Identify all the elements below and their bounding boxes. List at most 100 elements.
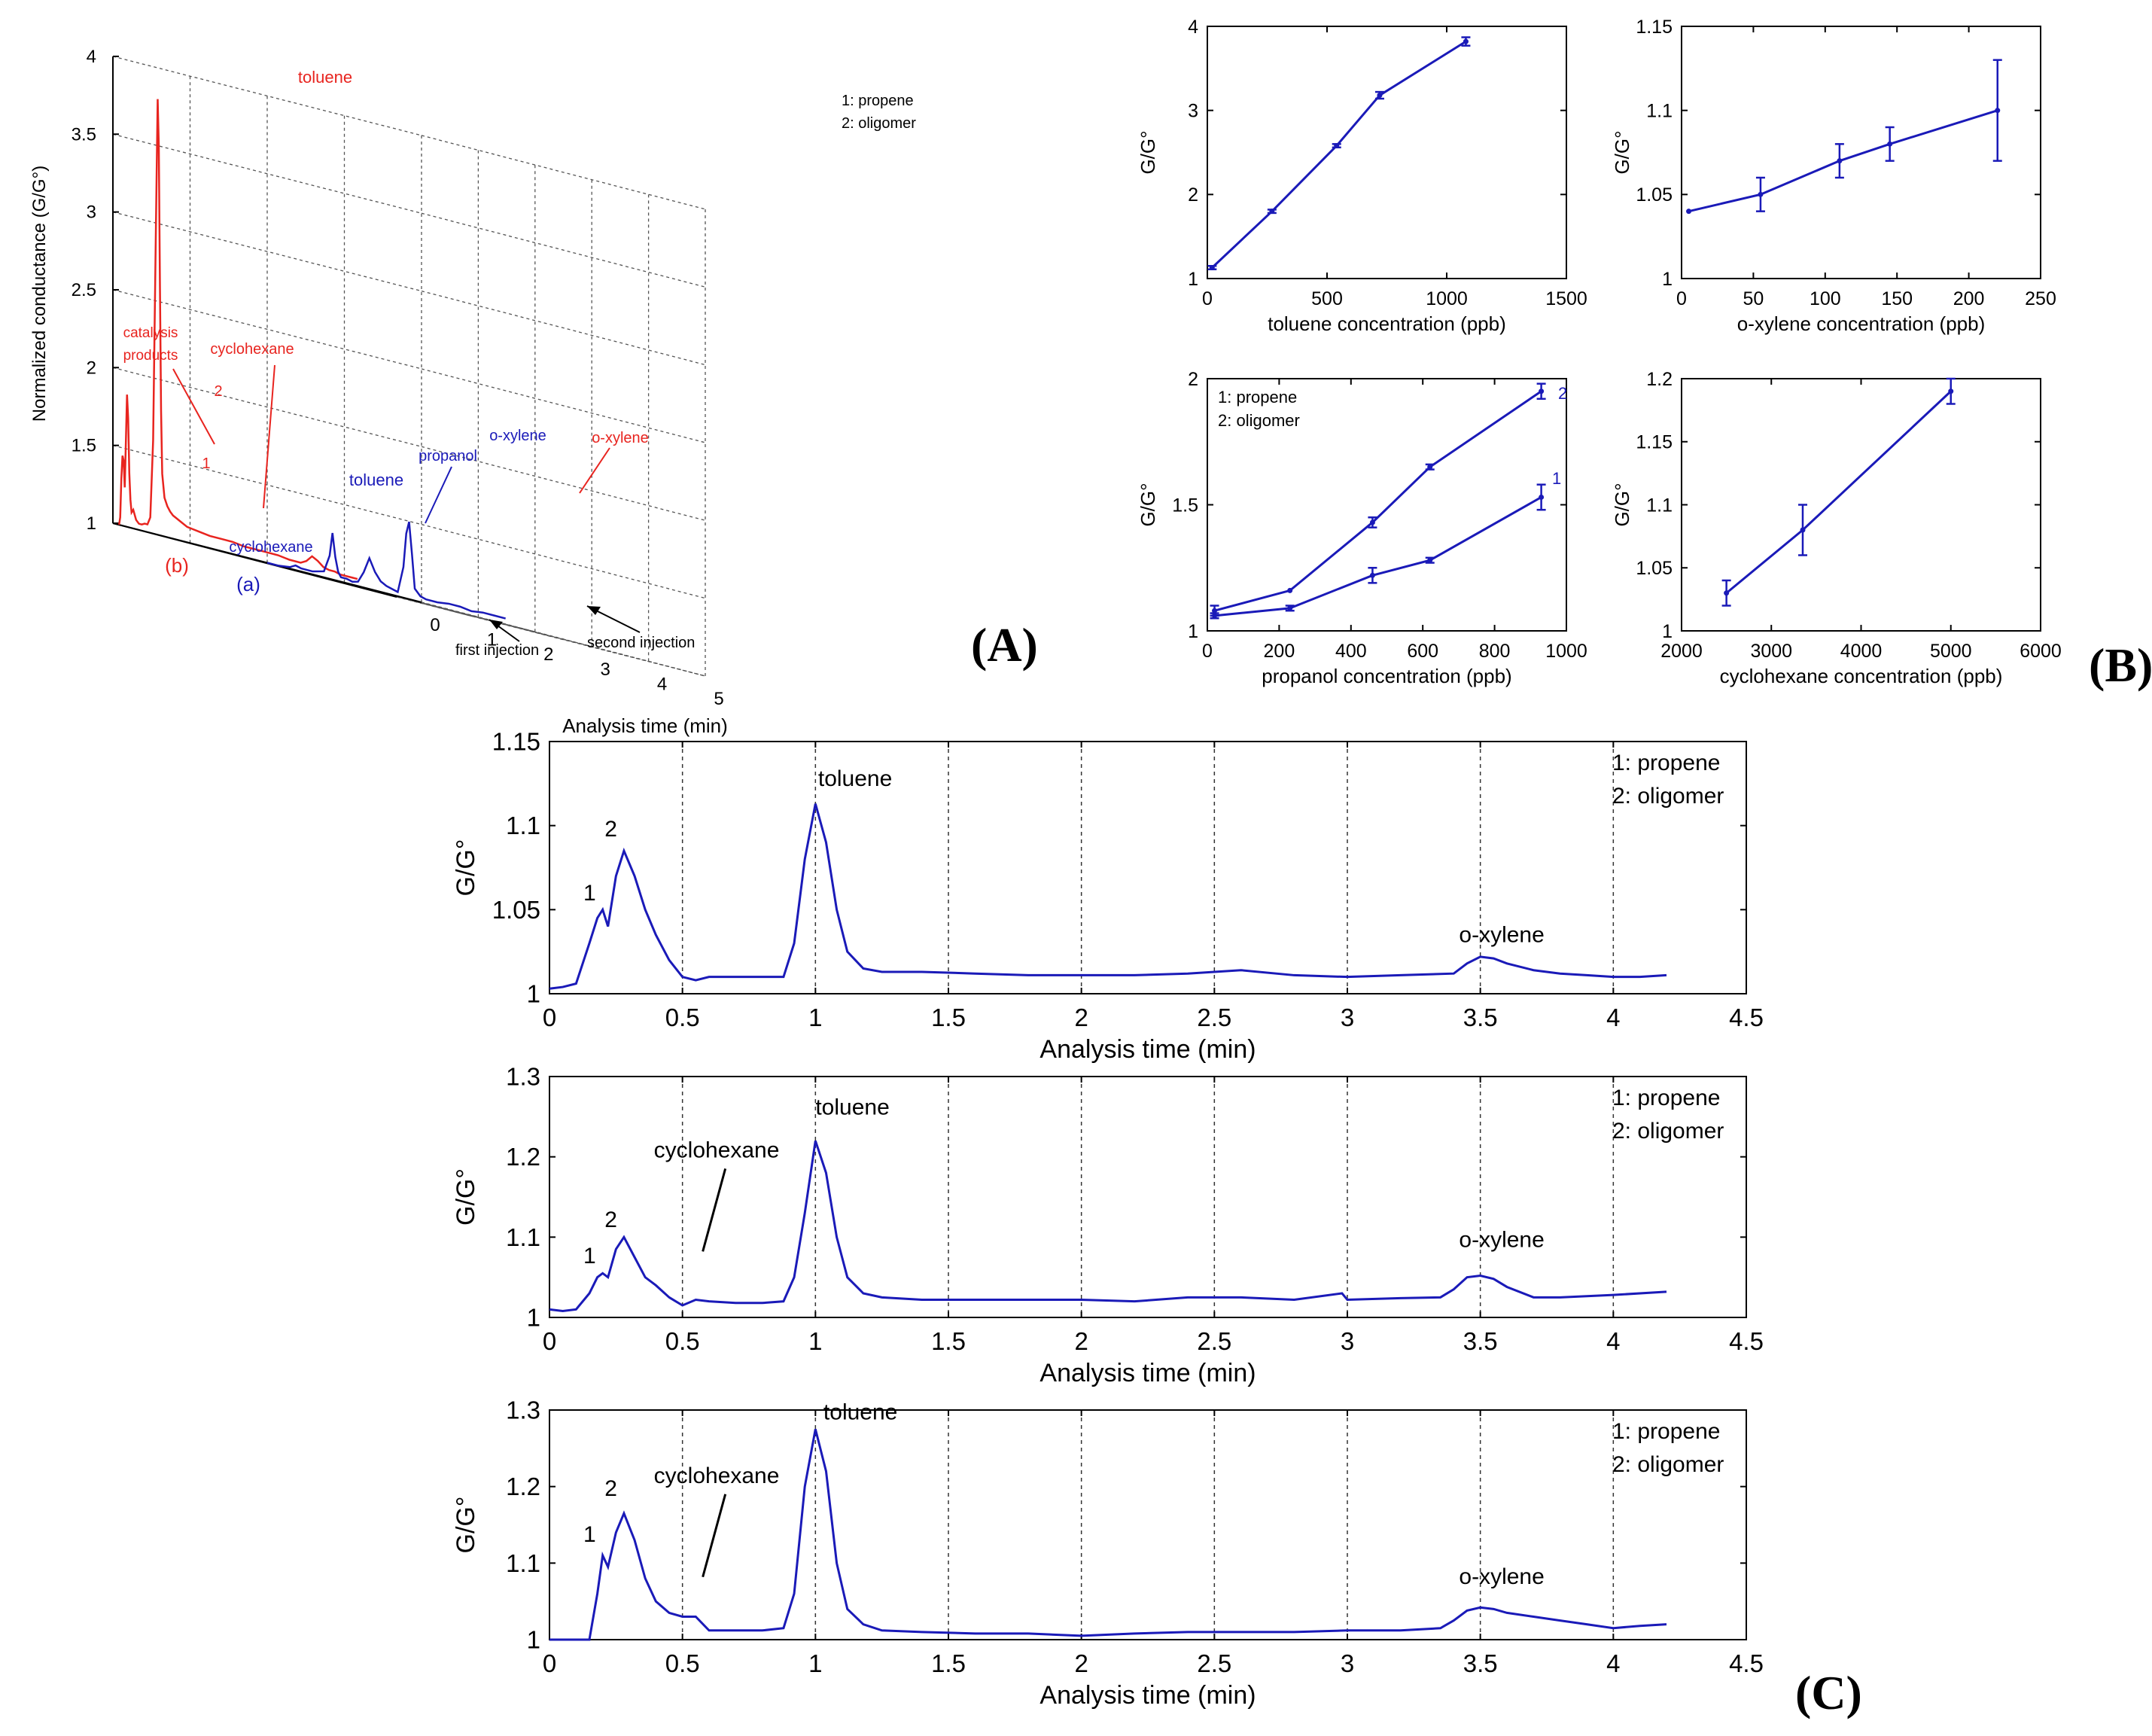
- y-tick-label: 1: [527, 1626, 540, 1654]
- y-tick-label: 1.05: [492, 896, 540, 924]
- injection-label: first injection: [455, 642, 539, 659]
- y-tick-label: 1: [527, 1304, 540, 1332]
- x-tick-label: 1.5: [931, 1327, 966, 1355]
- x-tick-label: 0.5: [665, 1327, 700, 1355]
- x-tick-label: 3.5: [1463, 1327, 1498, 1355]
- x-axis-label: propanol concentration (ppb): [1262, 665, 1511, 687]
- x-tick-label: 5000: [1930, 641, 1972, 662]
- peak-label: cyclohexane: [654, 1463, 780, 1488]
- x-axis-label: toluene concentration (ppb): [1268, 312, 1506, 335]
- y-tick-label: 1.05: [1636, 558, 1673, 579]
- wall-grid: [112, 211, 422, 292]
- peak-label: 1: [583, 881, 596, 906]
- peak-label: 1: [202, 455, 210, 472]
- data-point: [1427, 557, 1433, 563]
- x-tick-label: 250: [2025, 288, 2056, 309]
- data-point: [1287, 587, 1293, 593]
- y-tick-label: 1.2: [1646, 369, 1673, 390]
- chart-B1: 0 500 1000 1500 1 2 3 4 toluene concentration (p…: [1137, 17, 1587, 335]
- x-tick-label: 4: [1606, 1649, 1620, 1677]
- wall-grid: [112, 367, 422, 447]
- chart-C3: 0 0.5 1 1.5 2 2.5 3 3.5 4 4.5 1 1.1 1.2 1.3 Analysis t…: [452, 1396, 1764, 1710]
- peak-label: cyclohexane: [210, 341, 294, 358]
- x-tick-label: 800: [1479, 641, 1511, 662]
- x-tick-label: 2: [543, 644, 553, 665]
- y-axis-label: Normalized conductance (G/G°): [29, 166, 50, 422]
- x-tick-label: 2.5: [1197, 1004, 1231, 1031]
- y-tick-label: 4: [87, 47, 96, 67]
- x-tick-label: 0.5: [665, 1649, 700, 1677]
- plot-frame: [1207, 26, 1567, 279]
- peak-label: cyclohexane: [654, 1138, 780, 1162]
- x-tick-label: 0.5: [665, 1004, 700, 1031]
- peak-label: products: [123, 348, 178, 364]
- series-line: [549, 803, 1667, 990]
- y-tick-label: 1.1: [506, 1549, 540, 1577]
- x-tick-label: 4.5: [1729, 1004, 1764, 1031]
- data-point: [1463, 38, 1469, 44]
- series-line: [266, 521, 506, 620]
- peak-label: o-xylene: [592, 430, 649, 446]
- x-tick-label: 1.5: [931, 1004, 966, 1031]
- legend-entry: 1: propene: [842, 93, 914, 109]
- wall-grid: [421, 290, 706, 366]
- arrow-head: [587, 606, 601, 615]
- series-line: [117, 99, 358, 580]
- y-tick-label: 1.5: [72, 436, 96, 456]
- x-tick-label: 0: [1202, 641, 1213, 662]
- chart-C1: 0 0.5 1 1.5 2 2.5 3 3.5 4 4.5 1 1.05 1.1 1.15 Analysis…: [452, 728, 1764, 1064]
- x-tick-label: 3: [1341, 1649, 1354, 1677]
- y-tick-label: 1.15: [1636, 17, 1673, 38]
- peak-label: toluene: [815, 1095, 889, 1120]
- y-tick-label: 1: [527, 980, 540, 1008]
- x-tick-label: 2000: [1660, 641, 1703, 662]
- wall-grid: [112, 289, 422, 370]
- x-tick-label: 1000: [1426, 288, 1468, 309]
- legend-entry: 1: propene: [1612, 1419, 1720, 1444]
- depth-label: (a): [236, 573, 260, 595]
- x-tick-label: 150: [1881, 288, 1913, 309]
- data-point: [1212, 608, 1218, 614]
- wall-grid: [112, 133, 422, 214]
- injection-label: second injection: [587, 635, 695, 651]
- y-tick-label: 1.3: [506, 1396, 540, 1424]
- panel-label-B: (B): [2089, 638, 2152, 692]
- wall-grid: [421, 212, 706, 288]
- data-point: [1758, 191, 1764, 197]
- x-tick-label: 0: [430, 615, 440, 635]
- x-tick-label: 4.5: [1729, 1649, 1764, 1677]
- y-axis-label: G/G°: [1137, 483, 1159, 526]
- series-tag: 2: [1558, 384, 1567, 403]
- plot-frame: [549, 1409, 1747, 1640]
- y-tick-label: 1: [1188, 621, 1198, 642]
- wall-grid: [421, 368, 706, 443]
- x-axis-label: Analysis time (min): [1039, 1681, 1256, 1710]
- peak-label: o-xylene: [489, 428, 546, 444]
- x-tick-label: 0: [543, 1649, 556, 1677]
- series-line: [549, 1429, 1667, 1641]
- y-tick-label: 4: [1188, 17, 1198, 38]
- x-axis-label: Analysis time (min): [1039, 1359, 1256, 1387]
- peak-label: o-xylene: [1459, 1228, 1544, 1253]
- peak-label: 2: [604, 817, 617, 842]
- series-line: [1211, 40, 1467, 269]
- x-axis-label: Analysis time (min): [562, 714, 728, 737]
- plot-frame: [1681, 378, 2041, 632]
- x-tick-label: 1: [808, 1327, 822, 1355]
- y-tick-label: 1: [1662, 621, 1673, 642]
- x-tick-label: 0: [1202, 288, 1213, 309]
- x-tick-label: 2: [1074, 1327, 1088, 1355]
- y-tick-label: 2: [1188, 369, 1198, 390]
- x-axis-label: Analysis time (min): [1039, 1035, 1256, 1064]
- legend-entry: 2: oligomer: [1612, 1452, 1724, 1477]
- chart-A: 1 1.5 2 2.5 3 3.5 4 0 1 2 3 4 5 Normalized conductanc…: [29, 47, 916, 737]
- data-point: [1369, 572, 1375, 578]
- x-tick-label: 600: [1407, 641, 1438, 662]
- panel-label-C: (C): [1795, 1666, 1862, 1719]
- x-tick-label: 3: [1341, 1004, 1354, 1031]
- leader-line: [702, 1494, 727, 1578]
- data-point: [1724, 590, 1730, 596]
- wall-grid: [421, 446, 706, 521]
- y-tick-label: 1.5: [1172, 495, 1198, 516]
- y-axis-label: G/G°: [1137, 130, 1159, 174]
